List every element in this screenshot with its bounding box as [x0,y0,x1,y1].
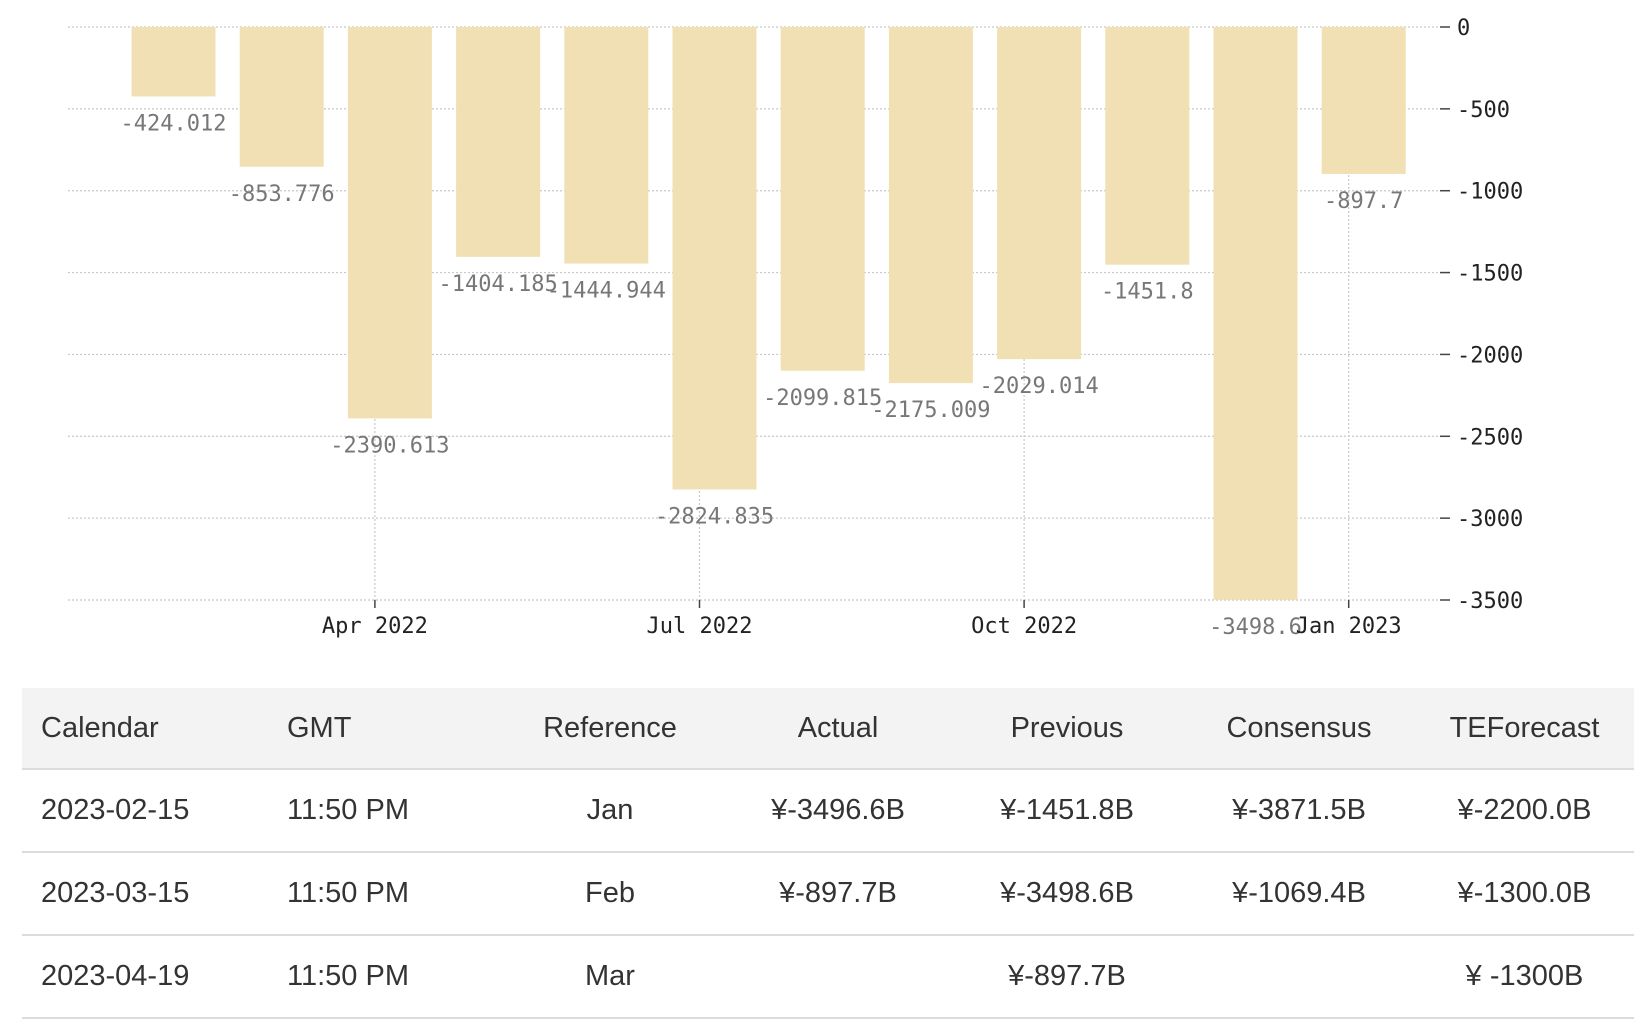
y-tick-label: -1500 [1457,262,1523,287]
data-label: -1404.185 [438,272,557,297]
cell-gmt: 11:50 PM [287,851,495,935]
table-row: 2023-04-19 11:50 PM Mar ¥-897.7B ¥ -1300… [22,934,1634,1019]
y-tick-label: -3500 [1457,589,1523,614]
data-label: -1451.8 [1101,280,1194,305]
x-tick-label: Jan 2023 [1296,614,1402,639]
cell-gmt: 11:50 PM [287,768,495,852]
header-previous: Previous [951,688,1183,769]
bar [239,27,324,167]
header-teforecast: TEForecast [1415,688,1634,769]
x-tick-label: Oct 2022 [971,614,1077,639]
cell-teforecast: ¥ -1300B [1415,934,1634,1019]
cell-consensus: ¥-3871.5B [1183,768,1415,852]
cell-previous: ¥-3498.6B [951,851,1183,935]
y-tick-label: -3000 [1457,507,1523,532]
cell-teforecast: ¥-1300.0B [1415,851,1634,935]
cell-reference: Mar [495,934,725,1019]
y-tick-label: -1000 [1457,180,1523,205]
bar-chart: -424.012 -853.776 -2390.613 -1404.185-1444.… [68,16,1523,640]
data-label: -424.012 [121,111,227,136]
cell-previous: ¥-897.7B [951,934,1183,1019]
table-header-row: Calendar GMT Reference Actual Previous C… [22,688,1634,769]
cell-calendar: 2023-03-15 [22,851,287,935]
data-label: -2390.613 [330,433,449,458]
cell-gmt: 11:50 PM [287,934,495,1019]
table-row: 2023-02-15 11:50 PM Jan ¥-3496.6B ¥-1451… [22,768,1634,852]
bar [347,27,432,419]
cell-previous: ¥-1451.8B [951,768,1183,852]
bar [672,27,757,490]
data-label: -2099.815 [763,386,882,411]
bar [564,27,649,264]
bar [997,27,1082,360]
cell-reference: Jan [495,768,725,852]
bar [131,27,216,97]
data-label: -897.7 [1324,189,1403,214]
header-consensus: Consensus [1183,688,1415,769]
cell-consensus: ¥-1069.4B [1183,851,1415,935]
chart-area: -424.012 -853.776 -2390.613 -1404.185 -1444.… [68,16,1523,640]
cell-calendar: 2023-02-15 [22,768,287,852]
header-calendar: Calendar [22,688,287,769]
y-tick-label: 0 [1457,16,1470,41]
x-axis-ticks: Apr 2022 Jul 2022 Oct 2022 Jan 2023 [322,600,1402,639]
y-tick-label: -500 [1457,98,1510,123]
x-tick-label: Jul 2022 [647,614,753,639]
bar [780,27,865,371]
y-tick-label: -2000 [1457,343,1523,368]
y-tick-label: -2500 [1457,425,1523,450]
data-label: -1444.944 [547,279,666,304]
data-label: -853.776 [229,182,335,207]
data-label: -3498.6 [1209,615,1302,640]
calendar-table: Calendar GMT Reference Actual Previous C… [22,688,1634,1019]
data-labels: -424.012 -853.776 -2390.613 -1404.185-1444.… [121,111,1404,639]
cell-actual: ¥-897.7B [725,851,951,935]
header-actual: Actual [725,688,951,769]
header-gmt: GMT [287,688,495,769]
data-label: -2175.009 [871,398,990,423]
data-label: -2029.014 [979,374,1098,399]
cell-calendar: 2023-04-19 [22,934,287,1019]
table-row: 2023-03-15 11:50 PM Feb ¥-897.7B ¥-3498.… [22,851,1634,935]
cell-actual [725,934,951,1019]
cell-teforecast: ¥-2200.0B [1415,768,1634,852]
header-reference: Reference [495,688,725,769]
bar [1213,27,1298,600]
cell-actual: ¥-3496.6B [725,768,951,852]
data-label: -2824.835 [655,504,774,529]
bars [131,27,1406,600]
bar [1105,27,1190,265]
y-axis-ticks: 0 -500 -1000 -1500 -2000 -2500 -3000 -3500 [1440,16,1523,614]
x-tick-label: Apr 2022 [322,614,428,639]
bar [888,27,973,384]
bar [456,27,541,257]
cell-consensus [1183,934,1415,1019]
cell-reference: Feb [495,851,725,935]
bar [1321,27,1406,174]
